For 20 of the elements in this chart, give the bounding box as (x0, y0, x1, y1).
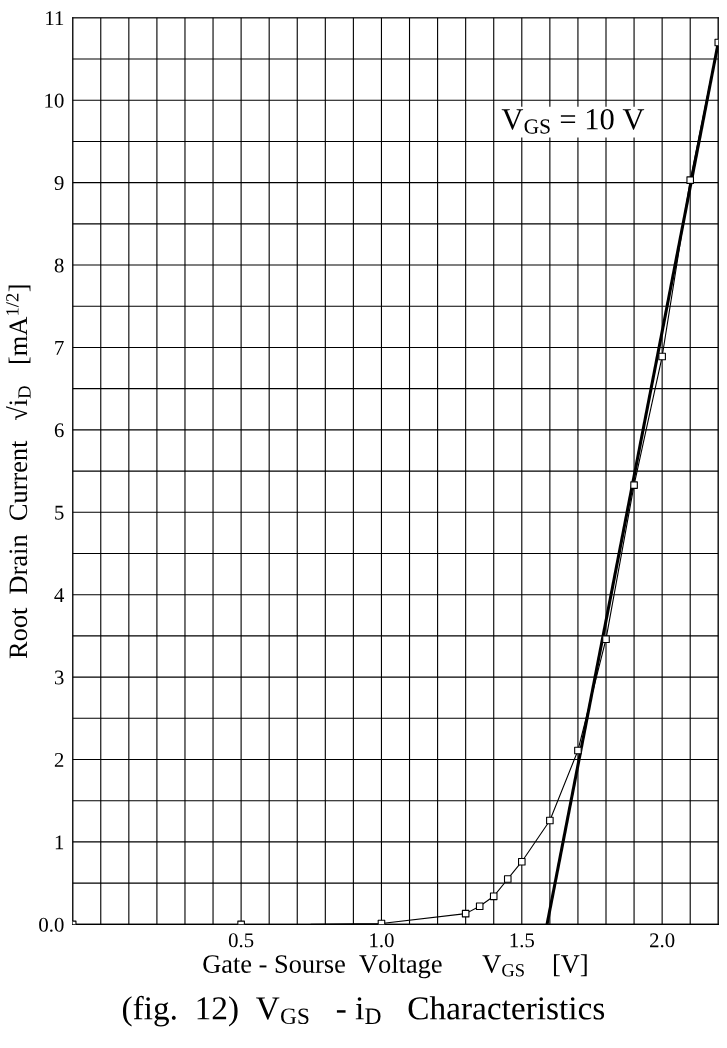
y-tick-label: 8 (54, 258, 64, 273)
y-tick-label: 9 (54, 176, 64, 191)
chart-title: (fig. 12) V$_{GS}$ - i$_{D}$ Characteristics (122, 995, 605, 1027)
y-tick-label: 5 (55, 505, 64, 520)
y-tick-label: 10 (45, 93, 64, 108)
y-tick-label: 11 (46, 11, 64, 26)
annotation: V$_{GS}$ = 10 V (501, 108, 645, 134)
y-tick-label: 7 (55, 341, 64, 355)
x-tick-label: 1.5 (510, 933, 534, 948)
text: Root Drain Current √i$_{D}$ [mA$^{1/2}$] (6, 285, 31, 659)
y-tick-label: 3 (54, 670, 64, 685)
text: Gate - Sourse Voltage V$_{GS}$ [V] (203, 954, 587, 979)
y-tick-label: 2 (54, 752, 64, 767)
y-tick-label: 1 (55, 835, 64, 850)
x-tick-label: 2.0 (650, 933, 675, 948)
x-tick-label: 0.5 (228, 933, 254, 948)
y-tick-label: 0.0 (39, 917, 64, 932)
y-tick-label: 4 (54, 588, 65, 602)
y-tick-label: 6 (54, 423, 64, 438)
x-tick-label: 1.0 (370, 933, 394, 948)
